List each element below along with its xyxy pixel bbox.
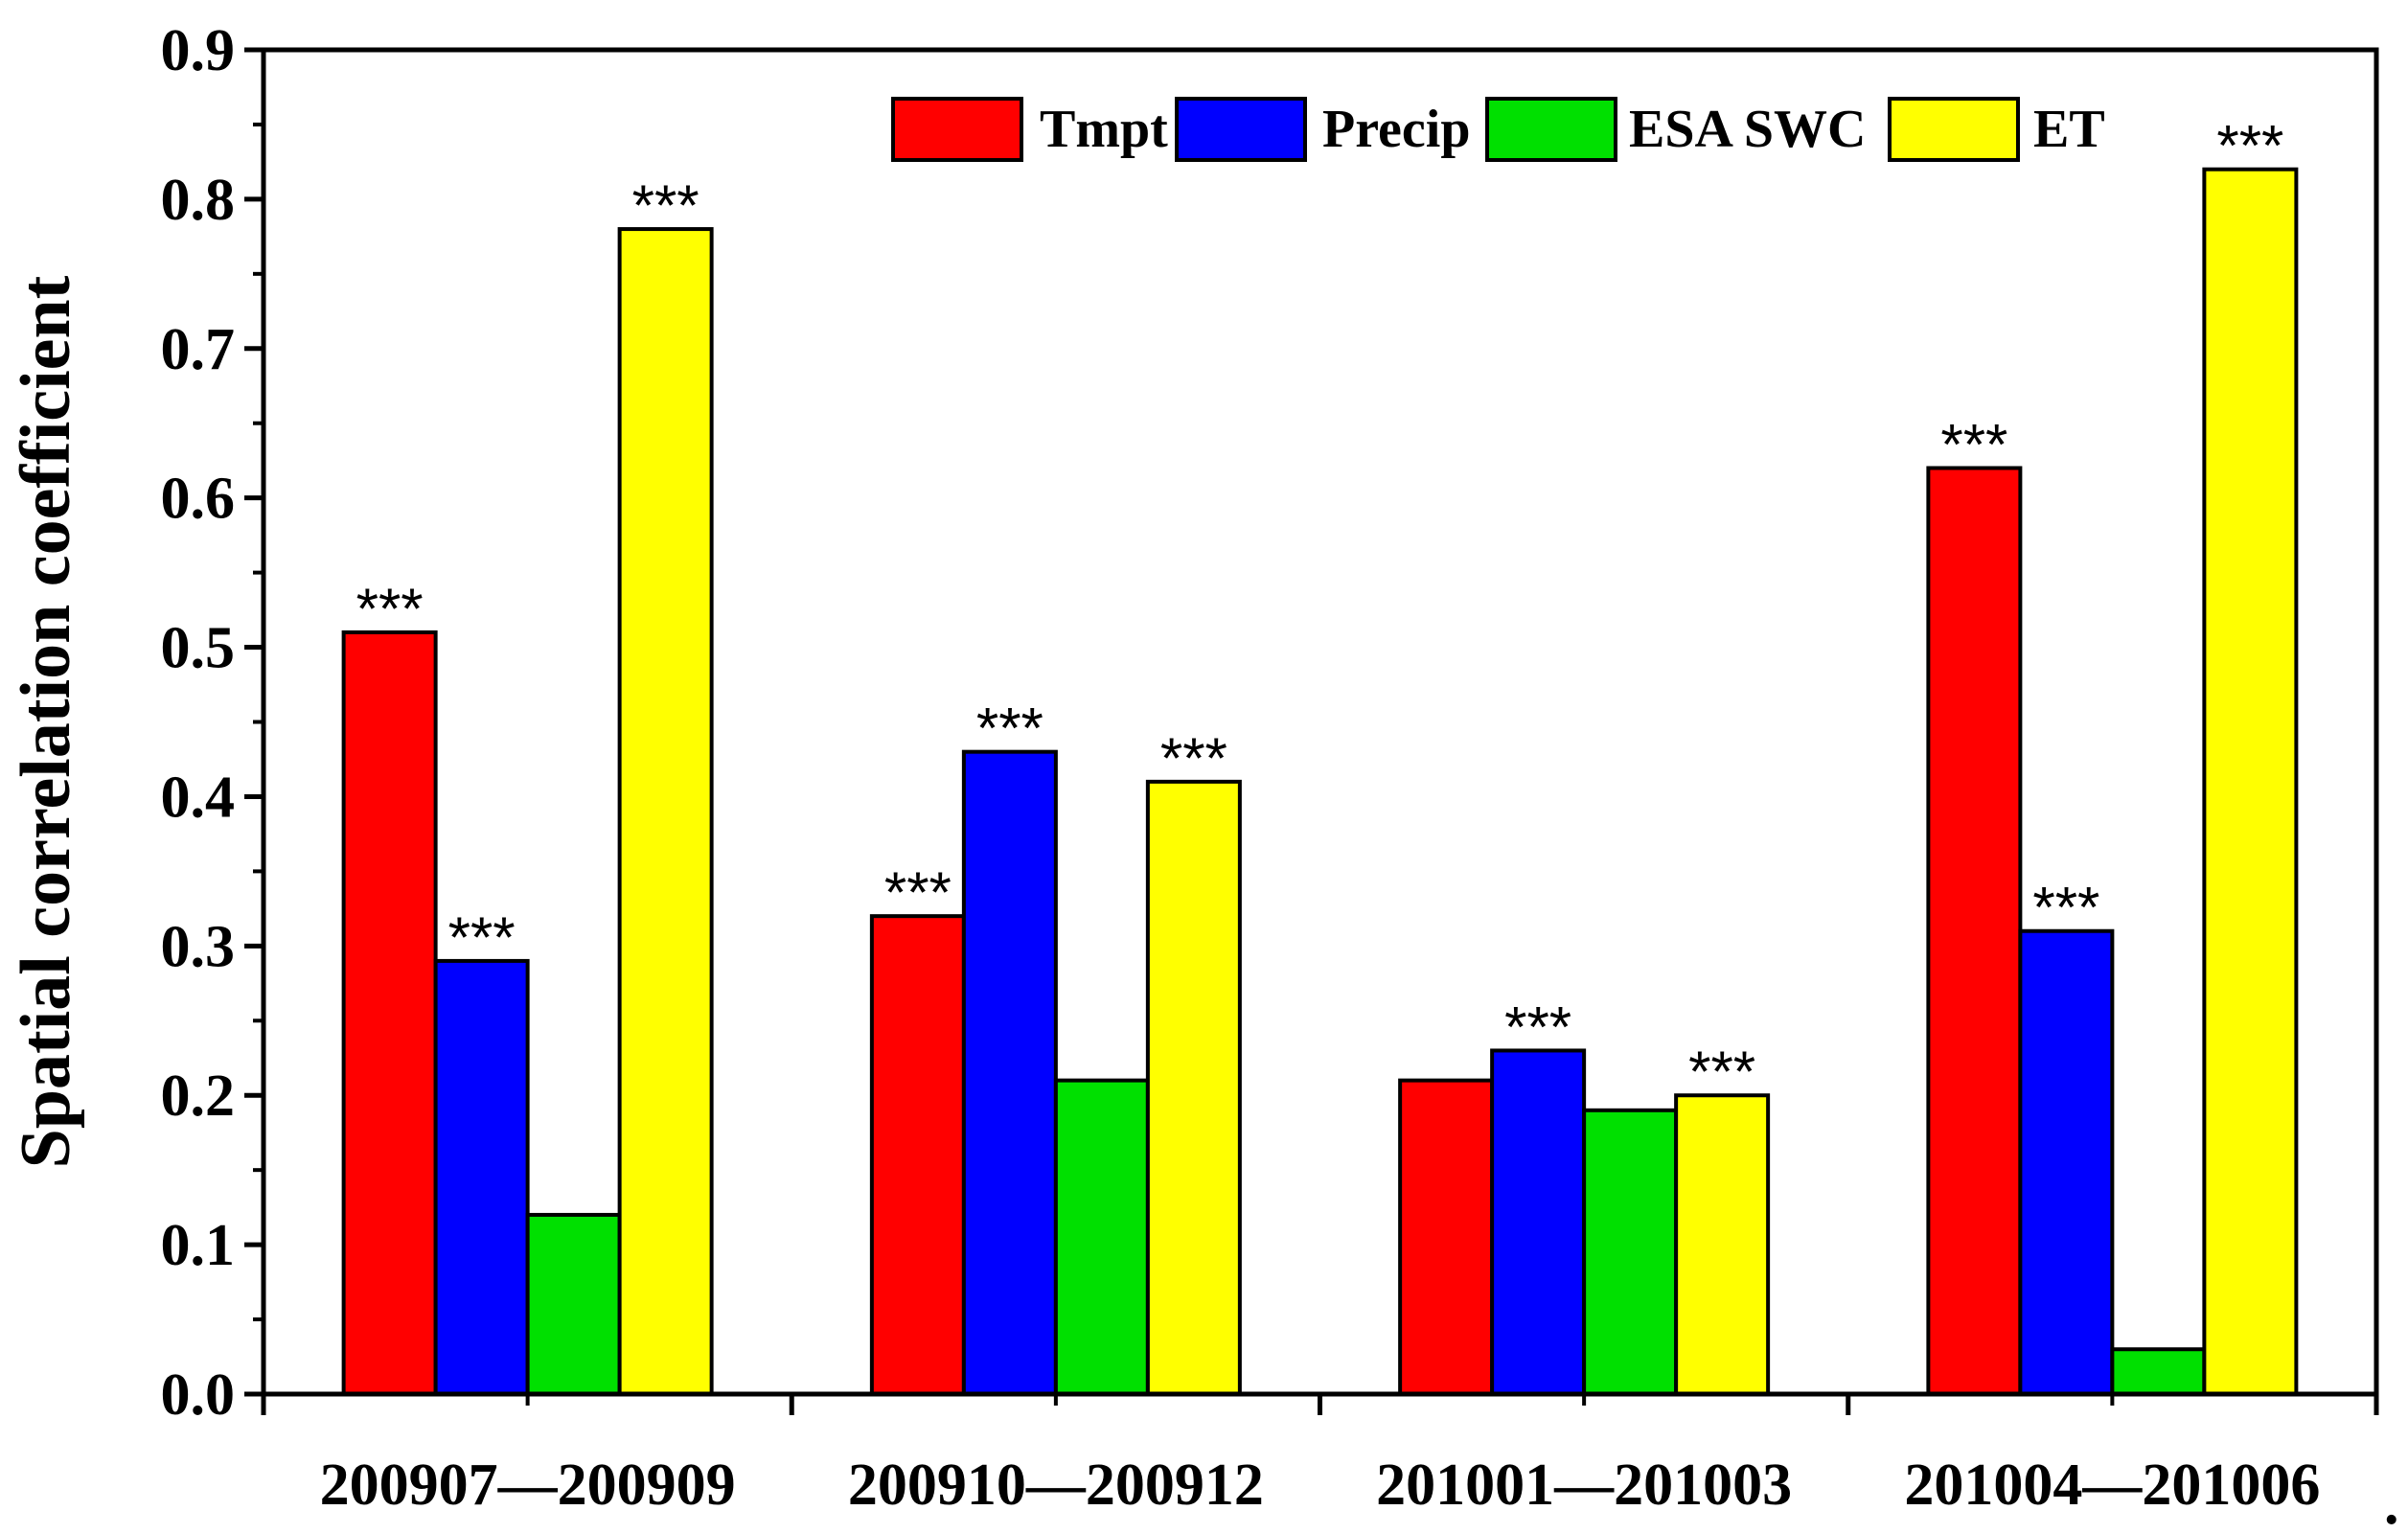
bar-precip-3 [1490,1048,1587,1396]
bar-esa-swc-2 [1053,1078,1150,1396]
significance-label: *** [2216,114,2283,178]
bar-esa-swc-1 [525,1212,622,1397]
significance-label: *** [2032,876,2099,940]
significance-label: *** [1688,1040,1755,1104]
legend-swatch-et [1888,97,2020,162]
bars-layer [341,167,2299,1397]
bar-tmpt-1 [341,629,438,1396]
x-tick-label: 201004—201006 [1904,1453,2320,1518]
x-tick-label: 201001—201003 [1376,1453,1792,1518]
bar-tmpt-3 [1398,1078,1495,1396]
bar-tmpt-4 [1926,466,2023,1396]
y-tick-label: 0.7 [161,317,236,382]
y-tick-label: 0.0 [161,1362,236,1428]
stray-mark: . [2384,1472,2399,1533]
significance-label: *** [1160,726,1227,790]
significance-label: *** [632,173,699,238]
legend-label-precip: Precip [1322,100,1470,159]
bar-et-1 [617,227,714,1397]
y-tick-label: 0.6 [161,467,236,532]
y-axis: 0.0 0.1 0.2 0.3 0.4 0.5 0.6 0.7 0.8 0.9 [161,18,264,1428]
bar-precip-2 [961,749,1058,1396]
bar-esa-swc-3 [1582,1108,1679,1397]
legend-label-tmpt: Tmpt [1040,100,1168,159]
legend-swatch-tmpt [891,97,1023,162]
bar-et-3 [1674,1093,1771,1396]
significance-label: *** [1504,995,1571,1059]
y-tick-label: 0.5 [161,616,236,681]
y-tick-label: 0.1 [161,1213,236,1278]
y-axis-title: Spatial correlation coefficient [7,275,85,1168]
significance-label: *** [448,905,516,970]
legend: Tmpt Precip ESA SWC ET [891,97,2105,162]
legend-label-et: ET [2033,100,2105,159]
legend-swatch-esa-swc [1485,97,1617,162]
y-tick-label: 0.4 [161,765,236,830]
bar-tmpt-2 [869,914,966,1397]
y-tick-label: 0.2 [161,1064,236,1129]
legend-swatch-precip [1175,97,1307,162]
x-axis: 200907—200909 200910—200912 201001—201003 2… [261,1394,2379,1518]
significance-label: *** [884,860,952,925]
significance-label: *** [976,697,1043,761]
significance-label: *** [356,577,424,641]
x-tick-label: 200907—200909 [320,1453,736,1518]
significance-layer: *** *** *** *** *** *** *** *** *** *** *** [356,114,2284,1105]
bar-precip-4 [2018,928,2115,1396]
bar-et-2 [1145,779,1242,1396]
legend-label-esa-swc: ESA SWC [1629,100,1866,159]
bar-precip-1 [433,958,530,1397]
y-tick-label: 0.3 [161,914,236,979]
significance-label: *** [1940,412,2007,476]
x-tick-label: 200910—200912 [848,1453,1264,1518]
y-tick-label: 0.8 [161,168,236,233]
bar-et-4 [2202,167,2299,1397]
y-tick-label: 0.9 [161,18,236,83]
bar-esa-swc-4 [2110,1347,2207,1396]
